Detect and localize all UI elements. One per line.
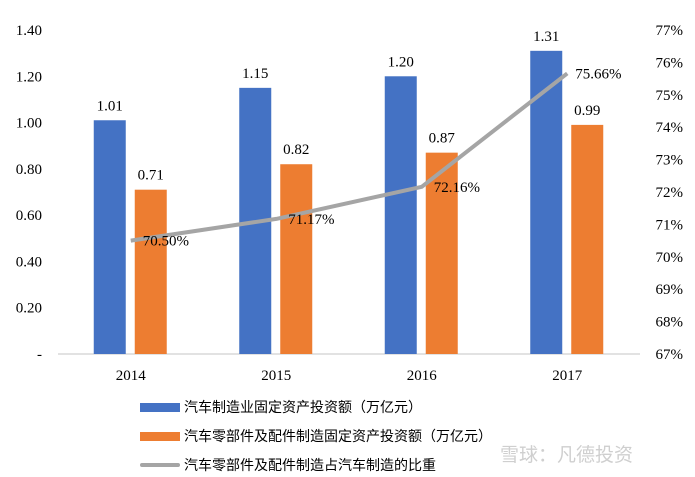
left-tick-label: - bbox=[37, 347, 42, 363]
left-tick-label: 0.20 bbox=[16, 301, 42, 317]
line-data-label: 70.50% bbox=[143, 234, 189, 250]
right-tick-label: 70% bbox=[656, 250, 684, 266]
legend-item-parts-asset: 汽车零部件及配件制造固定资产投资额（万亿元） bbox=[140, 426, 492, 446]
x-tick-label: 2016 bbox=[407, 368, 438, 384]
legend-swatch bbox=[140, 402, 180, 412]
line-data-label: 75.66% bbox=[575, 66, 621, 82]
right-tick-label: 74% bbox=[656, 120, 684, 136]
bar-auto-parts bbox=[425, 152, 458, 354]
bar-data-label: 1.15 bbox=[242, 66, 268, 82]
right-tick-label: 76% bbox=[656, 55, 684, 71]
legend-item-ratio: 汽车零部件及配件制造占汽车制造的比重 bbox=[140, 455, 436, 475]
left-tick-label: 1.40 bbox=[16, 23, 42, 39]
bar-data-label: 1.20 bbox=[388, 54, 414, 70]
x-tick-label: 2015 bbox=[261, 368, 291, 384]
chart-svg: - 0.20 0.40 0.60 0.80 1.00 1.20 1.40 67% 68% 69% 70… bbox=[16, 23, 684, 384]
watermark: 雪球：凡德投资 bbox=[500, 444, 634, 466]
left-tick-label: 0.60 bbox=[16, 208, 42, 224]
bar-data-label: 0.82 bbox=[283, 142, 309, 158]
left-tick-label: 0.40 bbox=[16, 254, 42, 270]
line-data-label: 72.16% bbox=[434, 180, 480, 196]
right-tick-label: 67% bbox=[656, 347, 684, 363]
bar-auto-manufacturing bbox=[384, 76, 417, 355]
bar-auto-parts bbox=[571, 124, 604, 354]
x-tick-label: 2014 bbox=[116, 368, 147, 384]
right-tick-label: 68% bbox=[656, 315, 684, 331]
bar-auto-parts bbox=[280, 164, 313, 354]
right-tick-label: 73% bbox=[656, 153, 684, 169]
x-tick-label: 2017 bbox=[552, 368, 583, 384]
legend-label: 汽车零部件及配件制造占汽车制造的比重 bbox=[184, 458, 436, 474]
bar-data-label: 1.01 bbox=[97, 98, 123, 114]
bar-auto-parts bbox=[134, 189, 167, 354]
right-tick-label: 72% bbox=[656, 185, 684, 201]
right-tick-label: 71% bbox=[656, 217, 684, 233]
bar-data-label: 0.87 bbox=[429, 131, 456, 147]
right-tick-label: 69% bbox=[656, 282, 684, 298]
legend-label: 汽车制造业固定资产投资额（万亿元） bbox=[184, 400, 422, 416]
left-tick-label: 1.20 bbox=[16, 69, 42, 85]
left-tick-label: 0.80 bbox=[16, 162, 42, 178]
left-tick-label: 1.00 bbox=[16, 116, 42, 132]
bar-data-label: 0.71 bbox=[138, 168, 164, 184]
right-tick-label: 75% bbox=[656, 88, 684, 104]
line-data-label: 71.17% bbox=[288, 212, 334, 228]
ratio-line bbox=[130, 71, 569, 243]
bar-data-label: 1.31 bbox=[533, 29, 559, 45]
legend-label: 汽车零部件及配件制造固定资产投资额（万亿元） bbox=[184, 429, 492, 445]
legend-item-fixed-asset: 汽车制造业固定资产投资额（万亿元） bbox=[140, 397, 422, 417]
bar-auto-manufacturing bbox=[530, 50, 563, 354]
legend-swatch bbox=[140, 431, 180, 441]
right-tick-label: 77% bbox=[656, 23, 684, 39]
legend-swatch bbox=[140, 463, 180, 467]
bar-data-label: 0.99 bbox=[574, 103, 600, 119]
bar-auto-manufacturing bbox=[93, 120, 126, 354]
